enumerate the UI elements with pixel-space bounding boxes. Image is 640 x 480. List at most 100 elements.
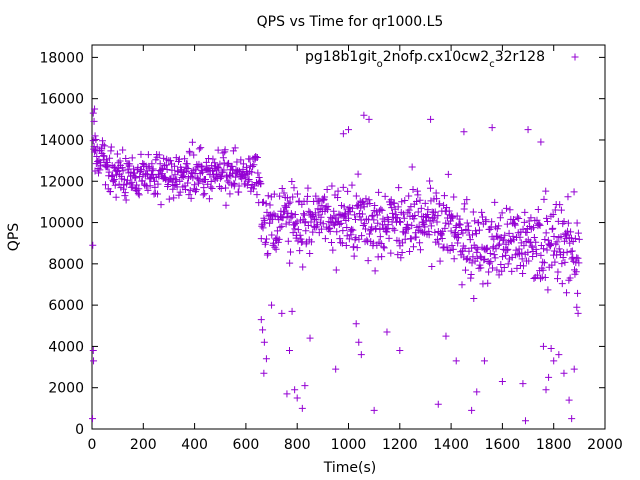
data-point	[513, 213, 521, 221]
x-tick-label: 1000	[331, 437, 367, 453]
data-point	[449, 213, 457, 221]
data-point	[550, 232, 558, 240]
data-point	[348, 204, 356, 212]
data-point	[497, 260, 505, 268]
data-point	[104, 163, 112, 171]
data-point	[540, 259, 548, 267]
data-point	[119, 146, 127, 154]
data-point	[416, 196, 424, 204]
data-point	[318, 202, 326, 210]
data-point	[319, 220, 327, 228]
data-point	[403, 220, 411, 228]
data-point	[486, 250, 494, 258]
data-point	[414, 191, 422, 199]
data-point	[99, 141, 107, 149]
data-point	[184, 179, 192, 187]
data-point	[89, 109, 97, 117]
data-point	[521, 417, 529, 425]
data-point	[300, 210, 308, 218]
data-points	[89, 105, 583, 425]
data-point	[392, 211, 400, 219]
data-point	[237, 156, 245, 164]
data-point	[539, 258, 547, 266]
data-point	[317, 225, 325, 233]
data-point	[377, 205, 385, 213]
data-point	[276, 192, 284, 200]
data-point	[229, 147, 237, 155]
data-point	[345, 214, 352, 222]
data-point	[97, 162, 105, 170]
data-point	[304, 192, 312, 200]
data-point	[148, 160, 156, 168]
data-point	[154, 190, 162, 198]
data-point	[352, 192, 360, 200]
data-point	[520, 242, 528, 250]
data-point	[294, 237, 302, 245]
data-point	[332, 266, 340, 274]
data-point	[496, 214, 504, 222]
data-point	[250, 161, 258, 169]
data-point	[334, 193, 342, 201]
data-point	[558, 280, 566, 288]
data-point	[430, 213, 438, 221]
data-point	[283, 203, 291, 211]
data-point	[563, 289, 571, 297]
data-point	[399, 239, 407, 247]
data-point	[244, 177, 252, 185]
data-point	[493, 266, 501, 274]
data-point	[489, 264, 497, 272]
data-point	[274, 238, 282, 246]
data-point	[533, 271, 541, 279]
data-point	[440, 192, 448, 200]
data-point	[528, 243, 536, 251]
data-point	[91, 105, 99, 113]
data-point	[332, 214, 340, 222]
data-point	[299, 263, 307, 271]
data-point	[257, 180, 265, 188]
data-point	[321, 193, 329, 201]
data-point	[95, 169, 103, 177]
data-point	[421, 223, 429, 231]
data-point	[187, 194, 195, 202]
data-point	[327, 239, 335, 247]
data-point	[513, 264, 521, 272]
data-point	[364, 257, 372, 265]
data-point	[286, 259, 294, 267]
data-point	[173, 176, 181, 184]
data-point	[495, 271, 503, 279]
x-tick-label: 600	[233, 437, 260, 453]
data-point	[541, 273, 549, 281]
data-point	[269, 239, 277, 247]
data-point	[287, 248, 295, 256]
data-point	[262, 355, 270, 363]
data-point	[549, 211, 557, 219]
data-point	[431, 208, 439, 216]
data-point	[101, 181, 109, 189]
data-point	[545, 373, 553, 381]
data-point	[561, 258, 569, 266]
data-point	[405, 206, 413, 214]
data-point	[358, 199, 366, 207]
data-point	[345, 126, 352, 134]
data-point	[358, 232, 366, 240]
data-point	[398, 249, 406, 257]
data-point	[199, 191, 207, 199]
data-point	[190, 151, 198, 159]
data-point	[426, 184, 434, 192]
data-point	[254, 169, 262, 177]
data-point	[466, 236, 474, 244]
data-point	[93, 153, 101, 161]
data-point	[293, 190, 301, 198]
data-point	[296, 231, 304, 239]
data-point	[291, 225, 299, 233]
data-point	[280, 208, 288, 216]
data-point	[288, 177, 296, 185]
data-point	[555, 245, 563, 253]
data-point	[434, 212, 442, 220]
data-point	[211, 159, 219, 167]
data-point	[91, 132, 99, 140]
data-point	[433, 218, 441, 226]
data-point	[352, 320, 360, 328]
data-point	[537, 138, 545, 146]
data-point	[412, 233, 420, 241]
